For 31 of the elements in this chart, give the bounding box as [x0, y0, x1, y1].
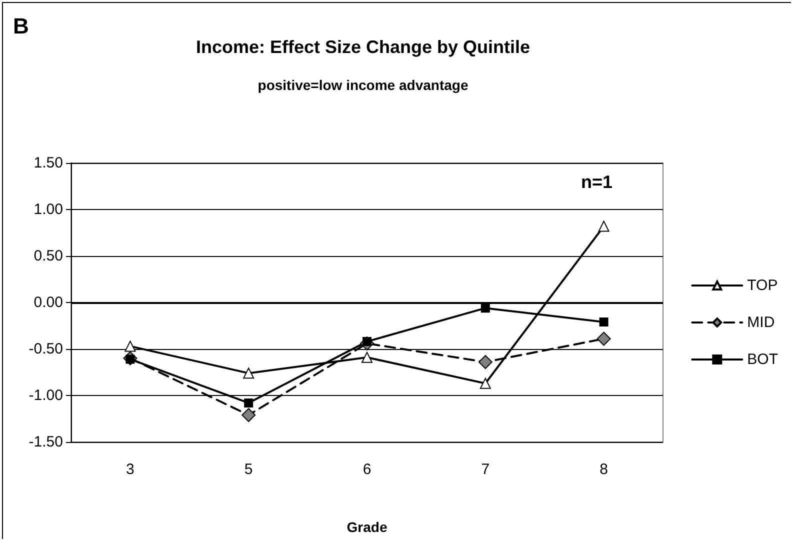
x-tick-label: 3: [126, 461, 134, 478]
point: [480, 378, 491, 389]
point: [243, 368, 254, 379]
point: [242, 408, 256, 422]
point: [478, 355, 492, 370]
point: [244, 398, 254, 408]
point: [362, 352, 372, 363]
point: [599, 318, 608, 327]
y-tick-label: 1.00: [34, 201, 63, 218]
y-tick-label: -1.00: [28, 387, 63, 404]
y-tick-label: 0.00: [34, 294, 63, 311]
legend-label: BOT: [747, 351, 778, 368]
y-tick-label: -1.50: [28, 434, 63, 450]
chart-subtitle: positive=low income advantage: [258, 77, 468, 93]
point: [480, 304, 490, 313]
x-tick-label: 7: [481, 461, 490, 478]
y-tick-label: -0.50: [28, 340, 63, 358]
y-tick-label: 0.50: [34, 248, 63, 264]
x-tick-label: 8: [600, 461, 608, 478]
point: [598, 220, 610, 232]
x-tick-label: 6: [362, 461, 372, 478]
annotation: n=1: [581, 172, 613, 192]
chart-title: Income: Effect Size Change by Quintile: [196, 37, 530, 57]
legend-label: TOP: [747, 277, 778, 294]
y-tick-label: 1.50: [34, 154, 63, 172]
point: [596, 332, 611, 346]
x-axis-title: Grade: [346, 519, 388, 535]
x-tick-label: 5: [244, 461, 253, 478]
legend-label: MID: [747, 314, 775, 331]
text: B: [13, 14, 29, 38]
point: [124, 340, 136, 352]
